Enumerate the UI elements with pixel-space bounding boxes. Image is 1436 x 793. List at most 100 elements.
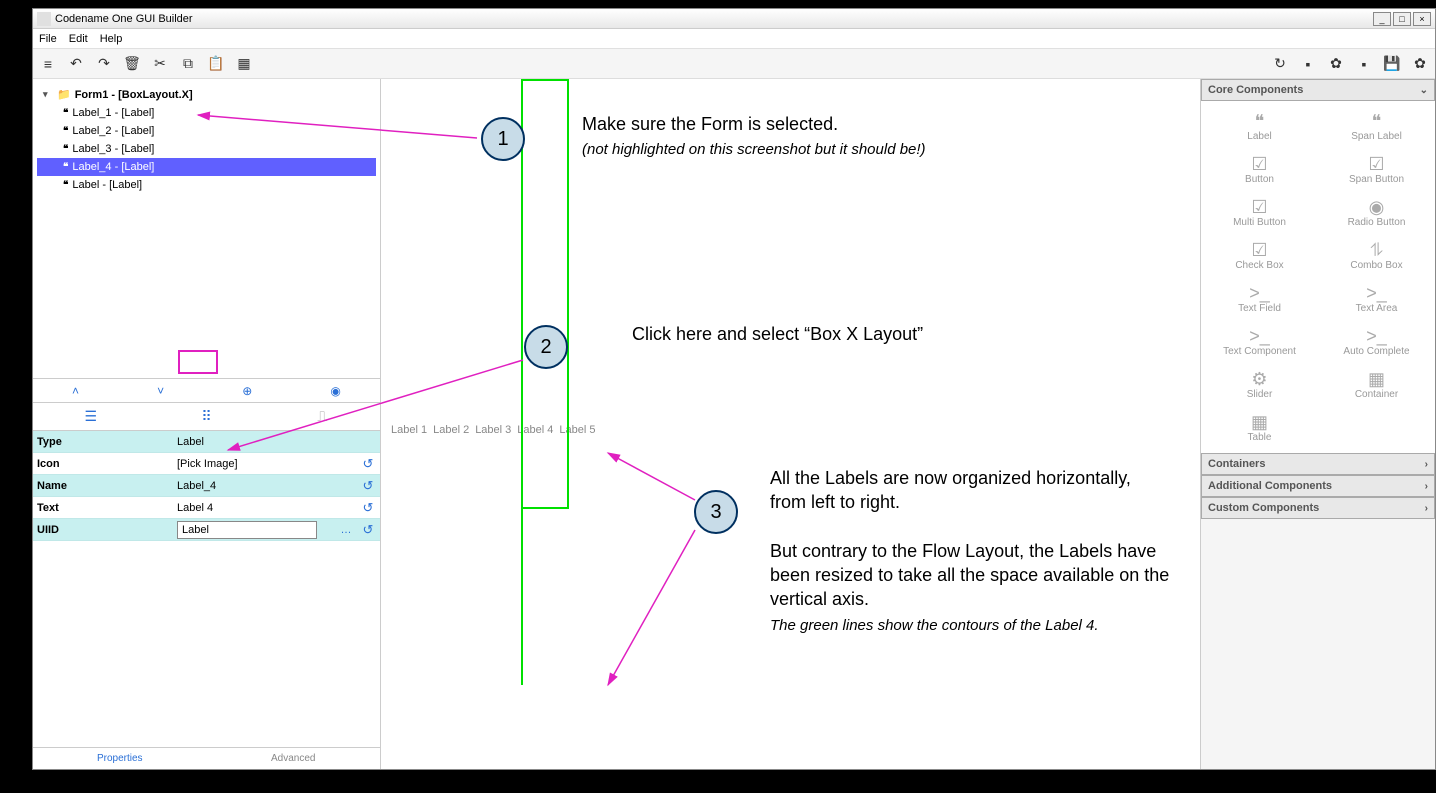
target-icon[interactable]: ◉ xyxy=(330,384,340,398)
palette-component[interactable]: >_Text Component xyxy=(1201,322,1318,361)
palette-section-custom[interactable]: Custom Components › xyxy=(1201,497,1435,519)
canvas-label[interactable]: Label 4 xyxy=(517,424,553,436)
delete-icon[interactable]: 🗑 xyxy=(125,57,139,71)
prop-value[interactable]: Label_4 xyxy=(173,480,356,492)
redo-icon[interactable]: ↷ xyxy=(97,57,111,71)
uiid-input[interactable] xyxy=(177,521,317,539)
footer-tab-advanced[interactable]: Advanced xyxy=(207,748,381,769)
tab-layout[interactable]: ⠿ xyxy=(149,403,265,430)
tab-list[interactable]: ☰ xyxy=(33,403,149,430)
prop-value[interactable]: [Pick Image] xyxy=(173,458,356,470)
app-title: Codename One GUI Builder xyxy=(55,13,193,25)
canvas-labels: Label 1 Label 2 Label 3 Label 4 Label 5 xyxy=(391,424,595,436)
palette-component[interactable]: ☑Button xyxy=(1201,150,1318,189)
prop-row-text[interactable]: Text Label 4 ↺ xyxy=(33,497,380,519)
menu-help[interactable]: Help xyxy=(100,33,123,45)
callout-number: 2 xyxy=(540,336,551,359)
callout-1-circle: 1 xyxy=(481,117,525,161)
copy-icon[interactable]: ⧉ xyxy=(181,57,195,71)
down-icon[interactable]: ˅ xyxy=(157,384,164,398)
cut-icon[interactable]: ✂ xyxy=(153,57,167,71)
more-icon[interactable]: … xyxy=(336,524,356,536)
tab-other[interactable]: ⎍ xyxy=(264,403,380,430)
prop-row-name[interactable]: Name Label_4 ↺ xyxy=(33,475,380,497)
tree-item[interactable]: ❝ Label_3 - [Label] xyxy=(37,140,376,158)
save-icon[interactable]: 💾 xyxy=(1385,57,1399,71)
refresh-icon[interactable]: ↻ xyxy=(1273,57,1287,71)
more-icon[interactable]: ✿ xyxy=(1413,57,1427,71)
prop-row-uiid[interactable]: UIID … ↺ xyxy=(33,519,380,541)
menu-file[interactable]: File xyxy=(39,33,57,45)
reset-icon[interactable]: ↺ xyxy=(356,456,380,472)
tree-item[interactable]: ❝ Label_2 - [Label] xyxy=(37,122,376,140)
footer-tab-properties[interactable]: Properties xyxy=(33,748,207,769)
component-icon: ☑ xyxy=(1368,154,1384,174)
callout-number: 1 xyxy=(497,128,508,151)
tree-root[interactable]: ▾ 📁 Form1 - [BoxLayout.X] xyxy=(37,85,376,104)
component-label: Text Component xyxy=(1223,346,1296,357)
palette-component[interactable]: ▦Container xyxy=(1318,365,1435,404)
menu-icon[interactable]: ≡ xyxy=(41,57,55,71)
design-canvas[interactable]: Label 1 Label 2 Label 3 Label 4 Label 5 xyxy=(381,79,1201,769)
section-title: Additional Components xyxy=(1208,480,1332,492)
component-icon: >_ xyxy=(1366,283,1387,303)
palette-component[interactable]: ⥮Combo Box xyxy=(1318,236,1435,275)
reset-icon[interactable]: ↺ xyxy=(356,500,380,516)
undo-icon[interactable]: ↶ xyxy=(69,57,83,71)
reset-icon[interactable]: ↺ xyxy=(356,522,380,538)
settings-icon[interactable]: ✿ xyxy=(1329,57,1343,71)
menubar: File Edit Help xyxy=(33,29,1435,49)
palette-component[interactable]: ☑Check Box xyxy=(1201,236,1318,275)
canvas-label[interactable]: Label 5 xyxy=(559,424,595,436)
image-icon[interactable]: ▪ xyxy=(1357,57,1371,71)
tree-item-label: Label_3 - [Label] xyxy=(72,143,154,155)
maximize-button[interactable]: □ xyxy=(1393,12,1411,26)
component-icon: ▦ xyxy=(1368,369,1385,389)
palette-component[interactable]: >_Text Field xyxy=(1201,279,1318,318)
prop-row-icon[interactable]: Icon [Pick Image] ↺ xyxy=(33,453,380,475)
palette-component[interactable]: ☑Multi Button xyxy=(1201,193,1318,232)
palette-body: ❝Label❝Span Label☑Button☑Span Button☑Mul… xyxy=(1201,101,1435,453)
palette-section-additional[interactable]: Additional Components › xyxy=(1201,475,1435,497)
up-icon[interactable]: ˄ xyxy=(72,384,79,398)
canvas-label[interactable]: Label 2 xyxy=(433,424,469,436)
component-label: Table xyxy=(1248,432,1272,443)
palette-component[interactable]: ☑Span Button xyxy=(1318,150,1435,189)
palette-component[interactable]: ◉Radio Button xyxy=(1318,193,1435,232)
prop-label: Type xyxy=(33,436,173,448)
palette-section-containers[interactable]: Containers › xyxy=(1201,453,1435,475)
add-icon[interactable]: ⊕ xyxy=(242,384,252,398)
component-label: Radio Button xyxy=(1348,217,1406,228)
reset-icon[interactable]: ↺ xyxy=(356,478,380,494)
palette-section-core[interactable]: Core Components ⌄ xyxy=(1201,79,1435,101)
canvas-label[interactable]: Label 3 xyxy=(475,424,511,436)
prop-value[interactable]: Label 4 xyxy=(173,502,356,514)
tree-item-label: Label_1 - [Label] xyxy=(72,107,154,119)
component-label: Text Field xyxy=(1238,303,1281,314)
palette-component[interactable]: ▦Table xyxy=(1201,408,1318,447)
palette-component[interactable]: >_Text Area xyxy=(1318,279,1435,318)
paste-icon[interactable]: 📋 xyxy=(209,57,223,71)
component-icon: >_ xyxy=(1249,326,1270,346)
callout-3-text: All the Labels are now organized horizon… xyxy=(770,466,1170,636)
tree-item-selected[interactable]: ❝ Label_4 - [Label] xyxy=(37,158,376,176)
component-label: Multi Button xyxy=(1233,217,1286,228)
palette-component[interactable]: >_Auto Complete xyxy=(1318,322,1435,361)
canvas-label[interactable]: Label 1 xyxy=(391,424,427,436)
component-icon: ❝ xyxy=(1372,111,1382,131)
menu-edit[interactable]: Edit xyxy=(69,33,88,45)
callout-1-text: Make sure the Form is selected. (not hig… xyxy=(582,112,1082,161)
palette-component[interactable]: ❝Span Label xyxy=(1318,107,1435,146)
tree-arrow-icon[interactable]: ▾ xyxy=(43,89,53,100)
palette-component[interactable]: ❝Label xyxy=(1201,107,1318,146)
palette-component[interactable]: ⚙Slider xyxy=(1201,365,1318,404)
callout-title: Click here and select “Box X Layout” xyxy=(632,322,1082,346)
tree-item[interactable]: ❝ Label - [Label] xyxy=(37,176,376,194)
close-button[interactable]: × xyxy=(1413,12,1431,26)
device-icon[interactable]: ▪ xyxy=(1301,57,1315,71)
prop-label: Text xyxy=(33,502,173,514)
callout-title: Make sure the Form is selected. xyxy=(582,112,1082,136)
grid-icon[interactable]: ▦ xyxy=(237,57,251,71)
tree-item[interactable]: ❝ Label_1 - [Label] xyxy=(37,104,376,122)
minimize-button[interactable]: _ xyxy=(1373,12,1391,26)
